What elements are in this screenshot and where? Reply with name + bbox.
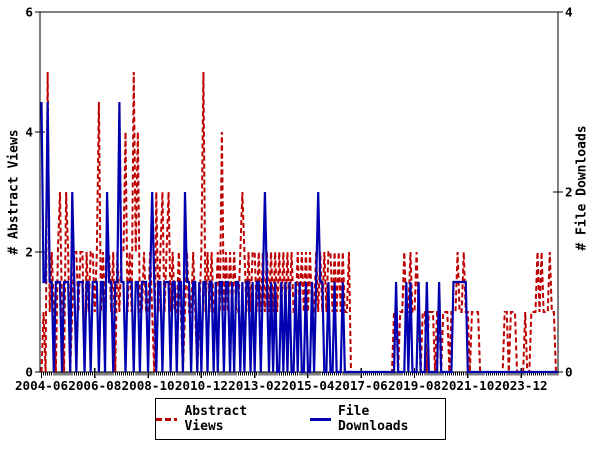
legend-box: Abstract Views File Downloads xyxy=(155,398,446,440)
left-tick-label: 4 xyxy=(25,125,33,140)
right-tick-label: 4 xyxy=(565,5,573,20)
x-tick-label: 2006-08 xyxy=(68,378,121,393)
x-tick-label: 2008-10 xyxy=(122,378,175,393)
x-tick-label: 2019-08 xyxy=(388,378,441,393)
x-tick-label: 2021-10 xyxy=(441,378,494,393)
legend-item-file-downloads: File Downloads xyxy=(309,404,446,434)
x-tick-label: 2017-06 xyxy=(335,378,388,393)
abstract-views-line-sample xyxy=(156,417,178,421)
legend-label: Abstract Views xyxy=(184,404,248,434)
x-tick-label: 2013-02 xyxy=(228,378,281,393)
right-tick-label: 2 xyxy=(565,185,573,200)
file-downloads-series-line xyxy=(40,101,558,374)
left-tick-label: 6 xyxy=(25,5,33,20)
x-tick-label: 2004-06 xyxy=(15,378,68,393)
x-tick-label: 2023-12 xyxy=(495,378,548,393)
legend-label: File Downloads xyxy=(337,404,409,434)
left-axis-title: # Abstract Views xyxy=(6,129,22,255)
file-downloads-line-sample xyxy=(309,417,331,421)
legend-item-abstract-views: Abstract Views xyxy=(156,404,292,434)
left-tick-label: 0 xyxy=(25,365,33,380)
left-tick-label: 2 xyxy=(25,245,33,260)
x-tick-label: 2015-04 xyxy=(281,378,334,393)
right-axis-title: # File Downloads xyxy=(574,125,590,251)
x-tick-label: 2010-12 xyxy=(175,378,228,393)
right-tick-label: 0 xyxy=(565,365,573,380)
